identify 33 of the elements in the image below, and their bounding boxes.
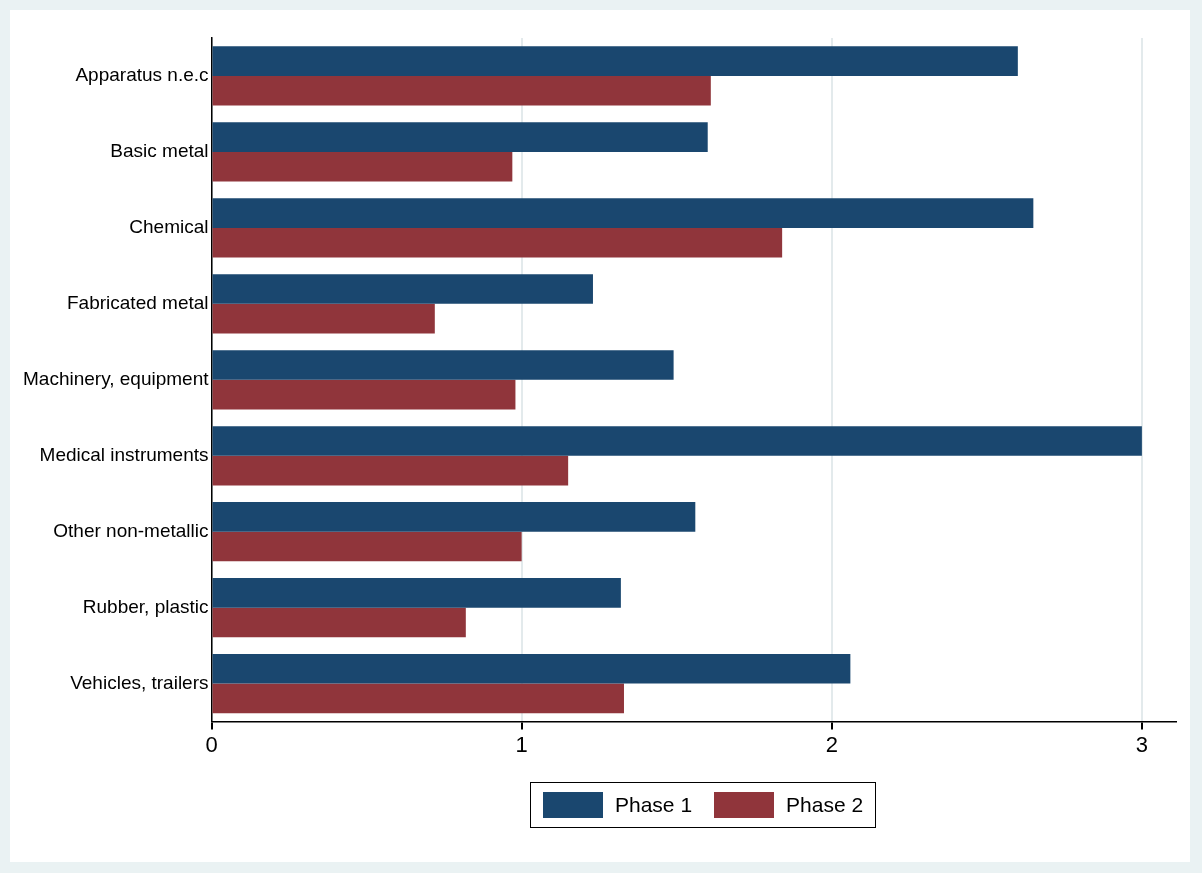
x-tick-label: 2	[825, 731, 838, 757]
bar	[212, 683, 624, 714]
bar	[212, 46, 1018, 76]
bar	[212, 151, 513, 182]
bar	[212, 379, 516, 410]
y-tick-label: Fabricated metal	[67, 292, 209, 314]
bar	[212, 654, 851, 684]
bar	[212, 426, 1142, 456]
y-tick-label: Apparatus n.e.c	[75, 64, 209, 86]
bar	[212, 455, 569, 486]
x-tick-label: 0	[205, 731, 218, 757]
bar	[212, 350, 674, 380]
bar	[212, 502, 696, 532]
y-tick-label: Basic metal	[110, 140, 209, 162]
bar	[212, 531, 522, 562]
bar	[212, 227, 783, 258]
y-tick-label: Rubber, plastic	[82, 595, 209, 617]
bar	[212, 303, 435, 334]
y-tick-label: Medical instruments	[39, 443, 209, 465]
bar	[212, 122, 708, 152]
legend-label: Phase 1	[615, 793, 693, 817]
y-tick-label: Machinery, equipment	[22, 368, 210, 390]
bar	[212, 75, 711, 106]
y-tick-label: Other non-metallic	[53, 519, 209, 541]
bar	[212, 198, 1034, 228]
bar	[212, 578, 621, 608]
x-tick-label: 3	[1135, 731, 1149, 757]
x-tick-label: 1	[515, 731, 528, 757]
bar	[212, 607, 466, 638]
y-tick-label: Chemical	[129, 216, 209, 238]
bar	[212, 274, 593, 304]
y-tick-label: Vehicles, trailers	[70, 671, 209, 693]
legend-label: Phase 2	[786, 793, 864, 817]
